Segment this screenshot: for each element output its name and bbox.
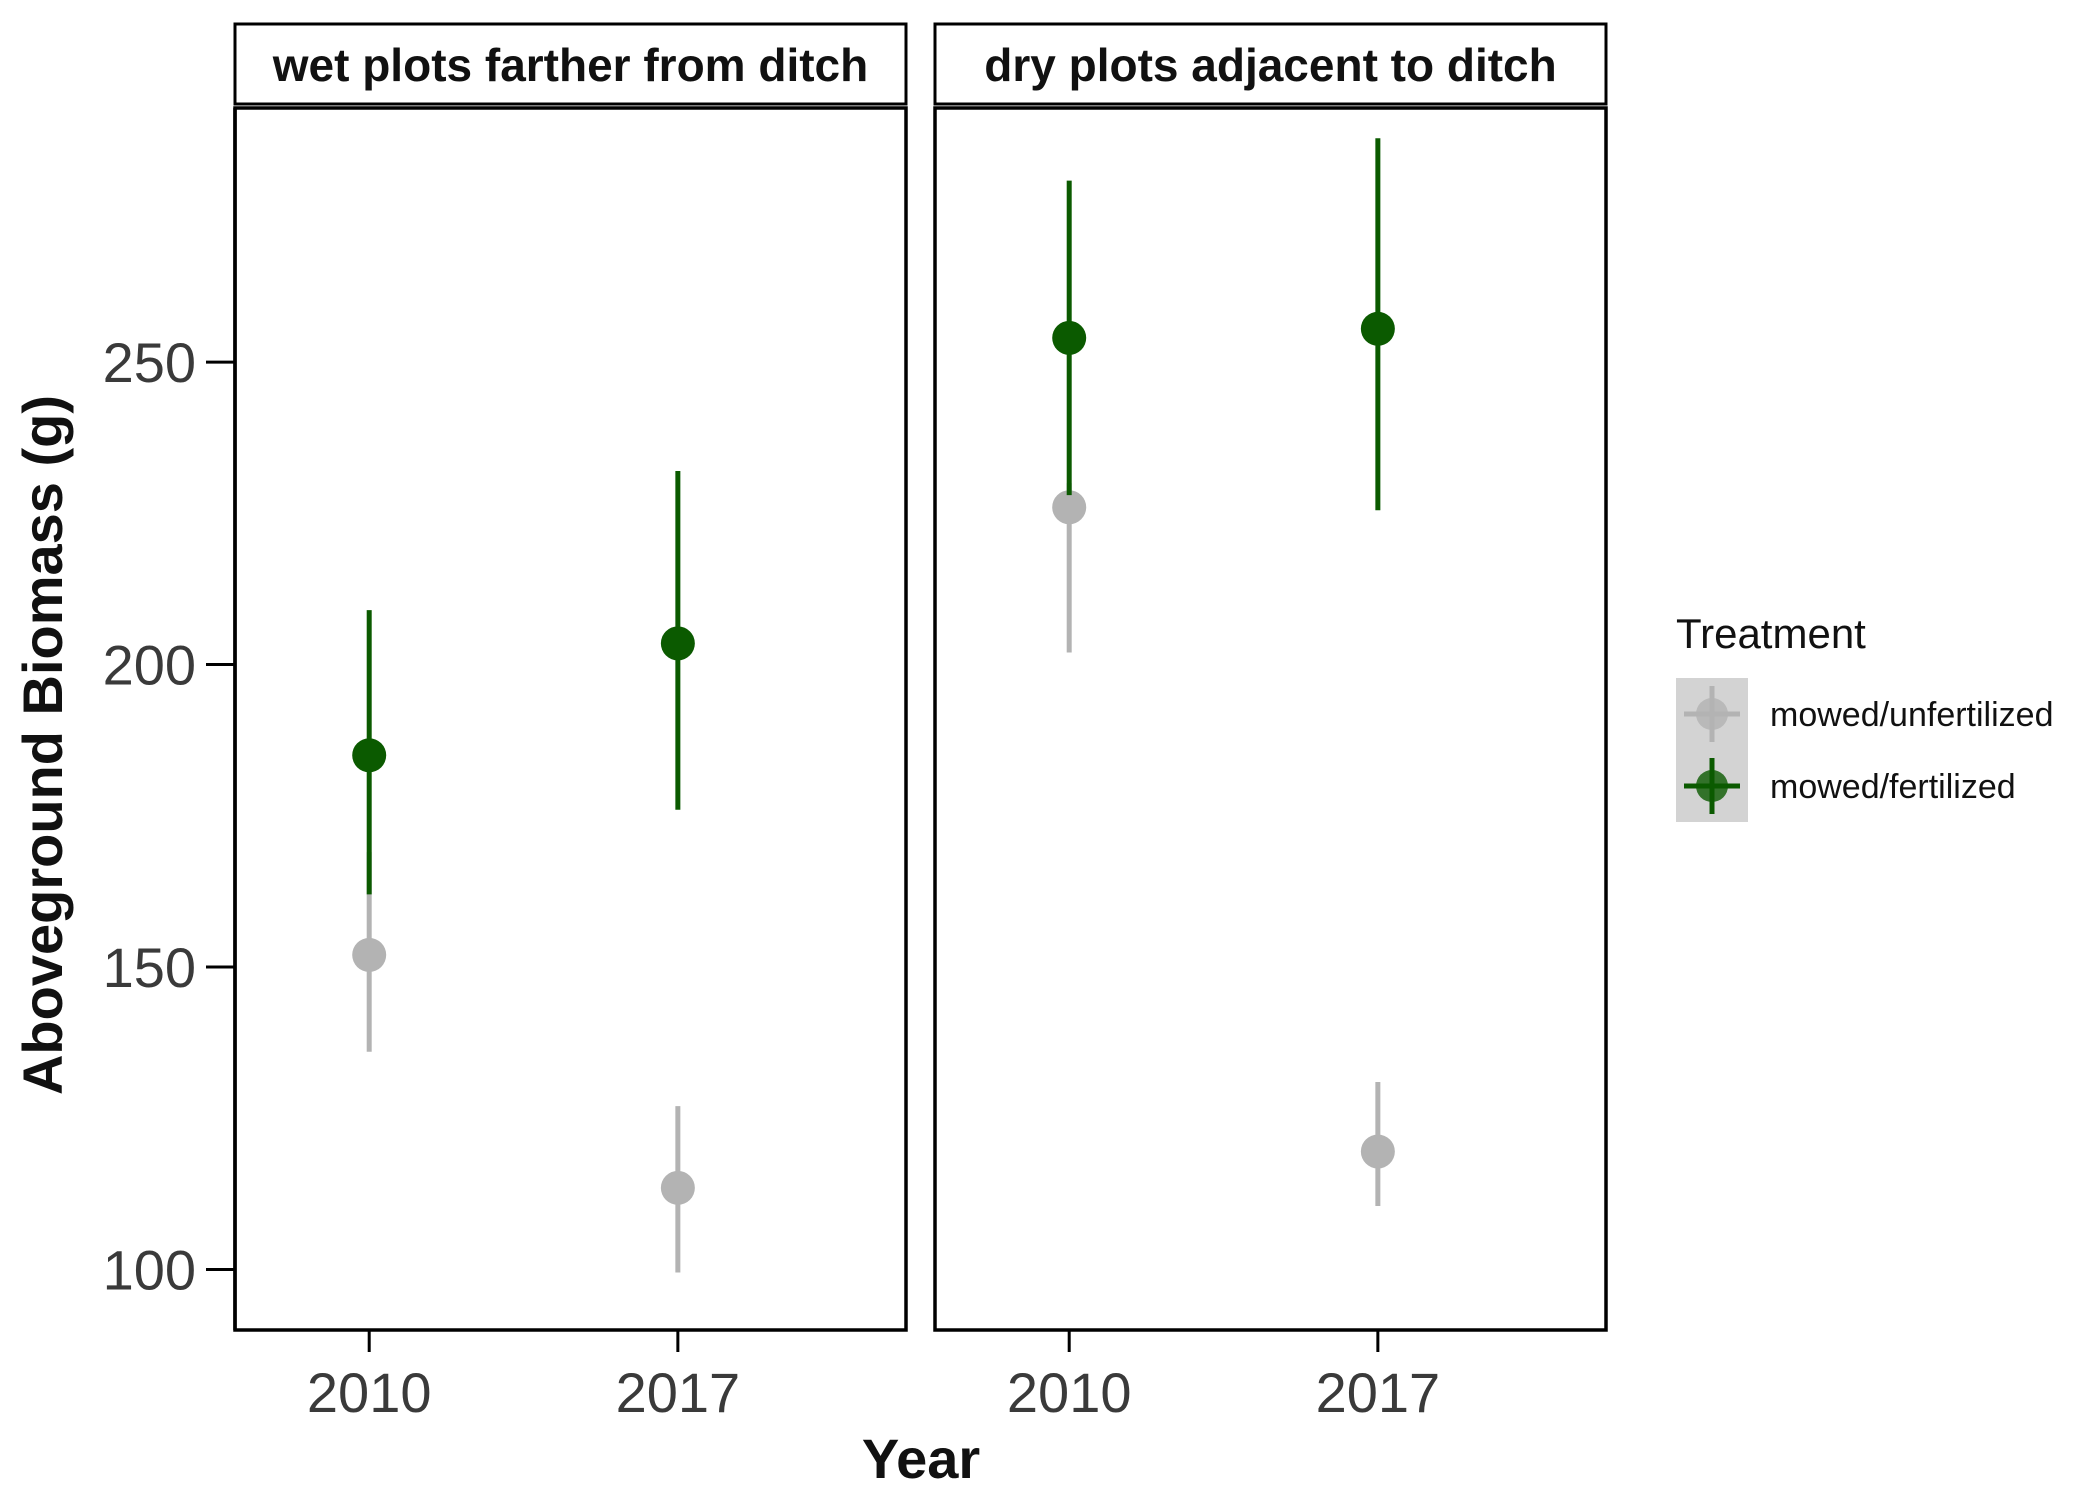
data-point <box>660 1170 695 1205</box>
x-tick-label: 2017 <box>616 1361 741 1424</box>
data-point <box>1360 311 1395 346</box>
legend-key-point <box>1696 770 1728 802</box>
y-axis: 100 150 200 250 <box>103 108 237 1330</box>
x-tick-label: 2017 <box>1316 1361 1441 1424</box>
x-axis-title: Year <box>862 1427 980 1490</box>
legend: Treatment mowed/unfertilized mowed/fertil… <box>1676 610 2053 822</box>
x-tick-label: 2010 <box>307 1361 432 1424</box>
data-point <box>660 626 695 661</box>
facet-title: dry plots adjacent to ditch <box>984 39 1557 91</box>
facet-title: wet plots farther from ditch <box>272 39 868 91</box>
data-point <box>1052 490 1087 525</box>
data-point <box>352 937 387 972</box>
legend-item: mowed/unfertilized <box>1676 678 2053 750</box>
x-tick-label: 2010 <box>1007 1361 1132 1424</box>
data-point <box>1052 320 1087 355</box>
panel-border <box>233 106 908 1332</box>
facet-panel: wet plots farther from ditch 2010 2017 <box>233 22 908 1424</box>
facet-panel: dry plots adjacent to ditch 2010 2017 <box>933 22 1608 1424</box>
y-tick-label: 250 <box>103 331 196 394</box>
legend-key-point <box>1696 698 1728 730</box>
y-axis-title: Aboveground Biomass (g) <box>11 395 74 1095</box>
legend-label: mowed/fertilized <box>1770 768 2016 806</box>
data-point <box>1360 1134 1395 1169</box>
legend-label: mowed/unfertilized <box>1770 696 2053 734</box>
y-tick-label: 100 <box>103 1239 196 1302</box>
panel-border <box>933 106 1608 1332</box>
y-tick-label: 200 <box>103 634 196 697</box>
data-point <box>352 738 387 773</box>
legend-title: Treatment <box>1676 610 1866 657</box>
y-tick-label: 150 <box>103 936 196 999</box>
legend-item: mowed/fertilized <box>1676 750 2016 822</box>
facet-strip <box>233 22 908 106</box>
facet-strip <box>933 22 1608 106</box>
